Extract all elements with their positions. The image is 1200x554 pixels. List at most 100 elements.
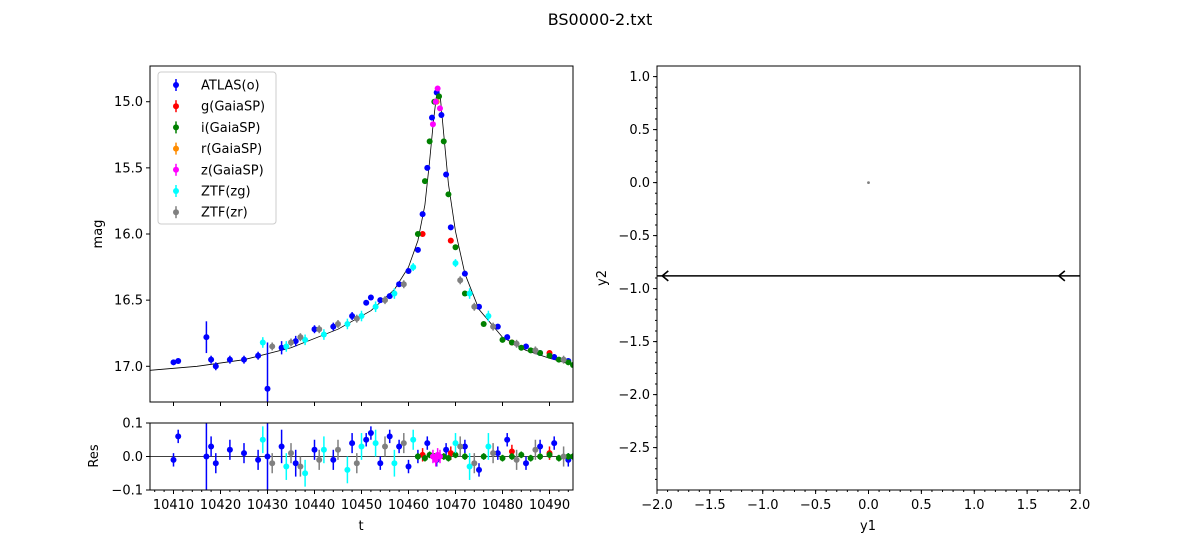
legend-entry: ZTF(zr) [173,206,248,221]
light-curve-data-point [426,138,433,145]
legend-entry: ATLAS(o) [173,79,260,94]
residual-data-point [344,466,351,473]
residual-data-point [226,446,233,453]
legend-marker [173,124,179,131]
residual-y-tick-label: −0.1 [111,484,143,499]
residual-x-ticks: 10410 10420 10430 10440 10450 10460 10470 10480… [153,490,570,513]
residual-data-point [386,433,393,440]
residual-data-point [320,446,327,453]
legend-label: ATLAS(o) [201,79,260,94]
source-plane-y-tick-label: 0.5 [629,123,650,138]
light-curve-data-point [461,270,468,277]
light-curve-data-point [485,313,492,320]
source-plane-x-tick-label: 1.0 [964,498,985,513]
source-plane-x-tick-label: −1.5 [694,498,726,513]
residual-data-point [259,436,266,443]
residual-data-point [499,455,506,462]
light-curve-data-point [330,323,337,330]
residual-x-tick-label: 10430 [247,498,288,513]
light-curve-panel: 15.0 15.5 16.0 16.5 17.0 mag ATLAS(o) g(GaiaS… [91,65,574,406]
light-curve-data-point [461,290,468,297]
legend-entry: r(GaiaSP) [173,142,262,157]
light-curve-data-point [382,297,388,304]
light-curve-data-point [513,340,520,347]
light-curve-data-point [391,290,398,297]
residual-data-point [480,453,487,460]
light-curve-series-z-gaiasp- [429,85,443,128]
residual-data-point [476,466,482,473]
light-curve-data-point [445,191,452,198]
residual-data-point [175,433,182,440]
light-curve-data-point [494,323,501,330]
residual-data-point [445,455,452,462]
residual-x-tick-label: 10480 [482,498,523,513]
light-curve-data-point [523,343,529,350]
light-curve-y-tick-label: 15.5 [114,161,143,176]
source-position-point [867,181,870,185]
legend-marker [173,103,179,110]
light-curve-data-point [436,93,443,100]
residual-data-point [452,451,459,458]
light-curve-data-point [414,246,421,253]
source-plane-x-tick-label: −2.0 [641,498,673,513]
legend-entry: z(GaiaSP) [173,163,264,178]
residual-x-tick-label: 10470 [435,498,476,513]
residual-data-point [358,443,365,450]
legend-label: g(GaiaSP) [201,100,265,115]
light-curve-data-point [316,326,323,333]
light-curve-data-point [367,294,374,301]
residual-data-point [523,460,529,467]
residual-panel: 0.1 0.0 −0.1 10410 10420 10430 10440 10450 1046… [87,417,574,534]
source-plane-y-tick-label: −1.5 [618,335,650,350]
light-curve-data-point [419,211,426,218]
legend-label: z(GaiaSP) [201,163,264,178]
light-curve-data-point [499,336,506,343]
legend-marker [173,166,179,173]
residual-data-point [513,456,520,463]
residual-data-point [335,446,341,453]
trajectory-arrowhead [661,270,669,282]
residual-data-point [302,470,309,477]
light-curve-data-point [551,354,558,361]
light-curve-data-point [546,352,553,359]
light-curve-data-point [372,303,379,310]
light-curve-series-atlas-o- [170,89,572,402]
trajectory-arrowhead [1057,270,1066,282]
residual-data-point [447,450,454,457]
light-curve-data-point [269,343,276,350]
light-curve-y-axis-label: mag [91,220,106,249]
light-curve-y-tick-label: 16.5 [114,294,143,309]
light-curve-y-ticks: 15.0 15.5 16.0 16.5 17.0 [114,95,150,375]
light-curve-data-point [349,313,356,320]
residual-x-tick-label: 10440 [294,498,335,513]
source-plane-y-tick-label: 0.0 [629,176,650,191]
light-curve-data-point [255,352,262,359]
residual-data-point [410,436,417,443]
residual-data-point [292,460,299,467]
residual-data-point [504,436,511,443]
light-curve-data-point [288,339,294,346]
residual-data-point [288,450,294,457]
light-curve-data-point [297,334,304,341]
residual-data-point [555,455,562,462]
light-curve-y-tick-label: 16.0 [114,228,143,243]
residual-data-point [363,436,370,443]
residual-data-point [537,453,544,460]
source-plane-x-tick-label: −0.5 [800,498,832,513]
residual-data-point [457,443,464,450]
light-curve-series-i-gaiasp- [414,93,573,368]
legend-entry: g(GaiaSP) [173,100,265,115]
source-plane-x-tick-label: 0.0 [858,498,879,513]
light-curve-data-point [447,237,454,244]
residual-data-point [405,463,412,470]
legend-entry: ZTF(zg) [173,185,251,200]
residual-x-tick-label: 10490 [529,498,570,513]
light-curve-series-ztf-zg- [259,259,492,352]
residual-data-point [560,453,567,460]
source-plane-x-tick-label: −1.0 [747,498,779,513]
source-plane-y-axis-label: y2 [595,270,610,286]
light-curve-data-point [311,326,318,333]
residual-data-point [269,460,276,467]
residual-x-tick-label: 10450 [341,498,382,513]
